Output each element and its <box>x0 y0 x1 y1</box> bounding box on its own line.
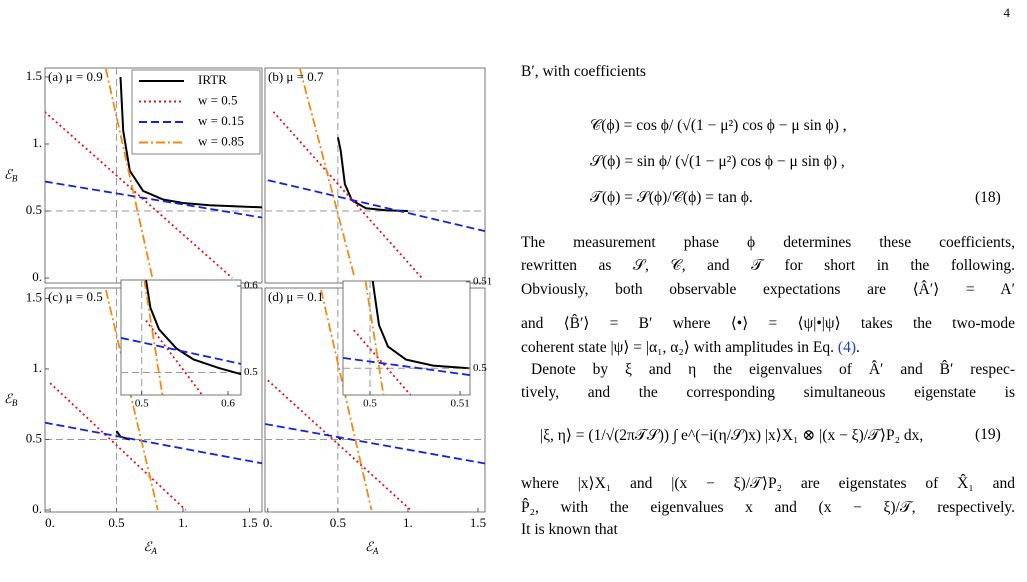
curve <box>299 68 356 279</box>
panel-label: (d) μ = 0.1 <box>268 289 323 304</box>
curve <box>145 280 241 376</box>
legend-label: IRTR <box>198 72 227 87</box>
curve <box>272 111 423 279</box>
y-tick-label: 1.5 <box>26 289 42 304</box>
axis-subscript: B <box>12 174 18 184</box>
x-tick-label: 1.5 <box>470 515 486 530</box>
text-line: and ⟨B̂′⟩ = B′ where ⟨•⟩ = ⟨ψ|•|ψ⟩ takes… <box>521 315 1015 332</box>
panel-label: (c) μ = 0.5 <box>48 289 103 304</box>
y-tick-label: 1.5 <box>26 68 42 83</box>
plot-area <box>45 68 262 283</box>
y-tick-label: 0.5 <box>26 430 42 445</box>
axis-subscript: B <box>12 398 18 408</box>
plot-area <box>343 281 470 395</box>
curve <box>105 68 154 279</box>
x-tick-label: 0.5 <box>330 515 346 530</box>
panel-label: (a) μ = 0.9 <box>48 69 103 84</box>
x-tick-label: 1.5 <box>241 515 257 530</box>
y-axis-label: ℰB <box>4 391 18 408</box>
y-tick-label: 0.51 <box>473 275 492 287</box>
x-tick-label: 0.51 <box>450 398 469 410</box>
x-tick-label: 0. <box>263 515 273 530</box>
curve <box>145 320 203 395</box>
curve <box>143 280 164 395</box>
curve <box>267 179 485 232</box>
x-tick-label: 1. <box>178 515 188 530</box>
curve <box>121 337 241 365</box>
plot-area <box>265 288 485 512</box>
inset-frame <box>342 280 471 396</box>
curve <box>105 289 159 511</box>
panel-label: (b) μ = 0.7 <box>268 69 324 84</box>
y-tick-label: 0.5 <box>26 202 42 217</box>
equation: 𝒮(ϕ) = sin ϕ/ (√(1 − μ²) cos ϕ − μ sin ϕ… <box>590 153 845 170</box>
curve <box>371 281 470 370</box>
curve <box>364 281 385 395</box>
curve <box>119 76 262 209</box>
y-tick-label: 0.5 <box>473 362 487 374</box>
equation-ref[interactable]: (4) <box>837 339 856 356</box>
lead: B′, with coefficients <box>521 63 646 80</box>
plot-frame <box>264 67 486 284</box>
curve <box>343 357 470 376</box>
axis-subscript: A <box>372 546 379 556</box>
equation: 𝒞(ϕ) = cos ϕ/ (√(1 − μ²) cos ϕ − μ sin ϕ… <box>590 117 847 134</box>
axis-symbol: ℰ <box>144 539 153 554</box>
plot-area <box>45 288 262 512</box>
text-line: coherent state |ψ⟩ = |α₁, α₂⟩ with ampli… <box>521 338 1015 358</box>
x-tick-label: 0.5 <box>135 398 149 410</box>
x-tick-label: 0.6 <box>221 398 235 410</box>
curve <box>45 180 262 219</box>
curve <box>353 329 412 395</box>
text-line: tively, and the corresponding simultaneo… <box>521 384 1015 401</box>
legend-label: w = 0.85 <box>198 133 244 148</box>
curve <box>45 421 262 465</box>
x-axis-label: ℰA <box>365 539 379 556</box>
x-axis-label: ℰA <box>144 539 158 556</box>
text-line: Denote by ξ and η the eigenvalues of Â′ … <box>531 361 1015 378</box>
x-tick-label: 0.5 <box>108 515 124 530</box>
plot-area <box>121 280 241 395</box>
inset-frame <box>120 279 242 396</box>
equation: |ξ, η⟩ = (1/√(2π𝒯𝒮)) ∫ e^(−i(η/𝒮)x) |x⟩X… <box>540 427 924 444</box>
equation-number: (18) <box>975 189 1001 206</box>
axis-symbol: ℰ <box>4 391 13 406</box>
text-line: Obviously, both observable expectations … <box>521 281 1015 298</box>
axis-symbol: ℰ <box>365 539 374 554</box>
plot-area <box>265 68 485 283</box>
text: coherent state |ψ⟩ = |α₁, α₂⟩ with ampli… <box>521 339 838 356</box>
y-tick-label: 1. <box>32 135 42 150</box>
text-line: where |x⟩X₁ and |(x − ξ)/𝒯⟩P₂ are eigens… <box>521 475 1015 492</box>
y-tick-label: 1. <box>32 360 42 375</box>
axis-subscript: A <box>150 546 157 556</box>
text: . <box>855 339 860 356</box>
y-tick-label: 0.5 <box>244 366 258 378</box>
legend-label: w = 0.5 <box>198 92 237 107</box>
x-tick-label: 0.5 <box>363 398 377 410</box>
text-line: P̂₂, with the eigenvalues x and (x − ξ)/… <box>521 499 1015 516</box>
text-line: It is known that <box>521 521 618 538</box>
curve <box>45 111 233 279</box>
legend-label: w = 0.15 <box>198 113 244 128</box>
y-tick-label: 0. <box>32 269 42 284</box>
curve <box>267 379 412 511</box>
page-number: 4 <box>1004 5 1011 20</box>
x-tick-label: 0. <box>45 515 55 530</box>
curve <box>49 382 187 511</box>
axis-symbol: ℰ <box>4 166 13 181</box>
equation: 𝒯(ϕ) = 𝒮(ϕ)/𝒞(ϕ) = tan ϕ. <box>590 189 753 206</box>
x-tick-label: 1. <box>403 515 413 530</box>
equation-number: (19) <box>975 426 1001 443</box>
curve <box>265 423 485 465</box>
y-tick-label: 0.6 <box>244 280 258 292</box>
legend-box <box>131 69 261 155</box>
y-axis-label: ℰB <box>4 166 18 183</box>
curve <box>320 289 373 511</box>
text-line: The measurement phase ϕ determines these… <box>521 234 1015 251</box>
text-line: rewritten as 𝒮, 𝒞, and 𝒯 for short in th… <box>521 257 1015 274</box>
y-tick-label: 0. <box>32 501 42 516</box>
